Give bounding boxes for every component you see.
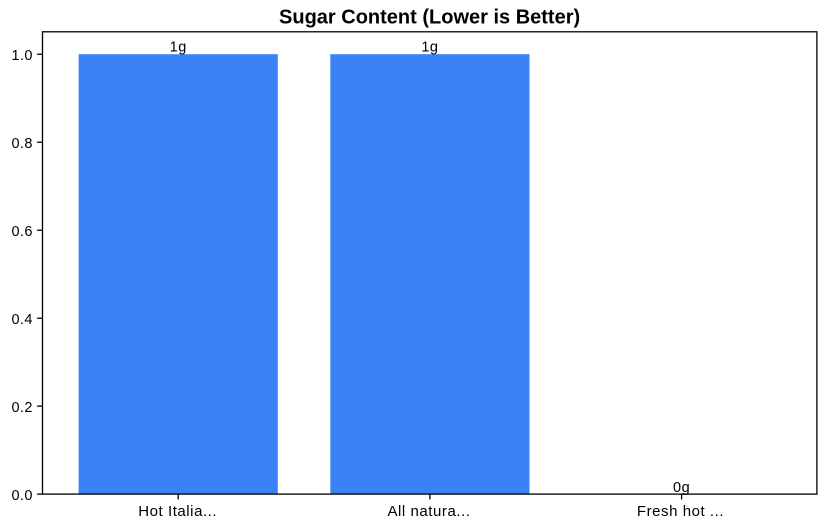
svg-text:Sugar Content (Lower is Better: Sugar Content (Lower is Better): [279, 6, 580, 28]
svg-text:Fresh hot ...: Fresh hot ...: [637, 503, 724, 520]
svg-text:1.0: 1.0: [11, 48, 32, 64]
svg-text:Hot Italia...: Hot Italia...: [138, 503, 217, 520]
svg-text:0.0: 0.0: [11, 488, 32, 504]
svg-text:0.4: 0.4: [11, 312, 32, 328]
svg-text:1g: 1g: [421, 40, 438, 56]
svg-text:0.2: 0.2: [11, 400, 32, 416]
svg-text:1g: 1g: [170, 40, 187, 56]
svg-text:0g: 0g: [673, 480, 690, 496]
svg-text:0.6: 0.6: [11, 224, 32, 240]
svg-text:0.8: 0.8: [11, 136, 32, 152]
svg-text:All natura...: All natura...: [387, 503, 470, 520]
